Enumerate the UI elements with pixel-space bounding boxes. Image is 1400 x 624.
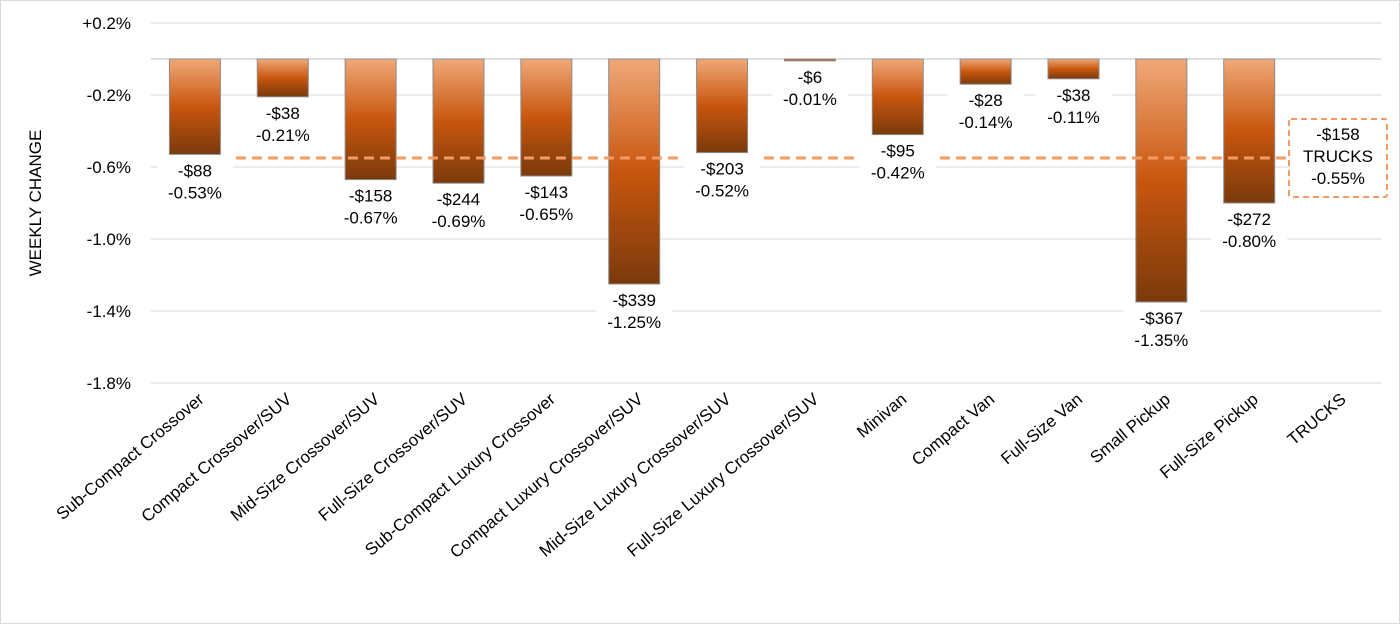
- data-label-background: [771, 62, 848, 109]
- data-label: -$367 -1.35%: [1123, 304, 1200, 350]
- y-axis-title: WEEKLY CHANGE: [26, 130, 45, 277]
- bar: [696, 58, 749, 154]
- data-label-percent: -0.69%: [432, 212, 486, 231]
- data-label-percent: -0.14%: [959, 113, 1013, 132]
- data-label: -$6 -0.01%: [771, 62, 848, 109]
- data-label-dollar: -$38: [266, 104, 300, 123]
- reference-label-name: TRUCKS: [1303, 147, 1373, 166]
- data-label: -$38 -0.11%: [1035, 80, 1112, 127]
- bar: [1135, 58, 1188, 303]
- data-label-percent: -0.21%: [256, 126, 310, 145]
- data-label-background: [596, 286, 673, 332]
- data-label-percent: -1.35%: [1134, 331, 1188, 350]
- y-tick-label: -1.0%: [87, 230, 131, 249]
- bar: [168, 58, 221, 155]
- y-tick-label: -0.6%: [87, 158, 131, 177]
- data-label-background: [947, 86, 1024, 133]
- data-label: -$339 -1.25%: [596, 286, 673, 332]
- data-label-dollar: -$272: [1227, 210, 1270, 229]
- data-label-percent: -0.53%: [168, 183, 222, 202]
- data-label-background: [332, 181, 409, 228]
- x-category-label: Small Pickup: [1086, 390, 1173, 468]
- bar: [432, 58, 485, 184]
- data-label-percent: -0.42%: [871, 164, 925, 183]
- data-label-percent: -0.52%: [695, 182, 749, 201]
- data-label-background: [508, 178, 585, 224]
- reference-label-percent: -0.55%: [1311, 169, 1365, 188]
- bar: [608, 58, 661, 285]
- x-category-label: Sub-Compact Luxury Crossover: [361, 389, 559, 559]
- data-label: -$88 -0.53%: [156, 156, 233, 203]
- data-label-dollar: -$6: [798, 68, 823, 87]
- data-label-background: [684, 154, 761, 201]
- bar: [1223, 58, 1276, 204]
- data-label-dollar: -$158: [349, 187, 392, 206]
- data-label-dollar: -$38: [1056, 86, 1090, 105]
- bar: [256, 58, 309, 98]
- x-category-label: Minivan: [853, 390, 910, 442]
- data-label: -$158 -0.67%: [332, 181, 409, 228]
- data-label-percent: -0.67%: [344, 209, 398, 228]
- data-label-percent: -1.25%: [607, 313, 661, 332]
- x-category-label: Compact Crossover/SUV: [138, 389, 296, 526]
- x-category-label: Full-Size Crossover/SUV: [315, 389, 472, 525]
- bar: [959, 58, 1012, 85]
- data-labels: -$88 -0.53% -$38 -0.21% -$158 -0.67% -$244 -0.6…: [156, 62, 1288, 350]
- data-label-background: [859, 136, 936, 183]
- y-axis-ticks: +0.2% -0.2% -0.6% -1.0% -1.4% -1.8%: [82, 14, 131, 393]
- x-category-label: TRUCKS: [1284, 390, 1350, 449]
- data-label-dollar: -$367: [1140, 309, 1183, 328]
- x-category-label: Full-Size Luxury Crossover/SUV: [624, 389, 823, 561]
- data-label-background: [1035, 80, 1112, 127]
- data-label-percent: -0.11%: [1047, 108, 1100, 127]
- bar: [1047, 58, 1100, 80]
- data-label-dollar: -$244: [437, 190, 480, 209]
- x-category-label: Mid-Size Crossover/SUV: [227, 389, 384, 525]
- data-label-dollar: -$88: [178, 161, 212, 180]
- bar: [783, 58, 836, 62]
- data-label-background: [244, 98, 321, 145]
- data-label-background: [420, 185, 497, 232]
- reference-label-box: [1288, 118, 1388, 198]
- data-label-background: [1211, 205, 1288, 251]
- data-label: -$203 -0.52%: [684, 154, 761, 201]
- y-tick-label: -0.2%: [87, 86, 131, 105]
- data-label-dollar: -$203: [700, 160, 743, 179]
- data-label: -$272 -0.80%: [1211, 205, 1288, 251]
- data-label-percent: -0.01%: [783, 90, 837, 109]
- x-category-label: Sub-Compact Crossover: [53, 389, 208, 523]
- y-tick-label: +0.2%: [82, 14, 131, 33]
- data-label-background: [156, 156, 233, 203]
- data-label: -$143 -0.65%: [508, 178, 585, 224]
- data-label-dollar: -$339: [612, 291, 655, 310]
- data-label-dollar: -$143: [525, 183, 568, 202]
- data-label: -$38 -0.21%: [244, 98, 321, 145]
- bar: [344, 58, 397, 181]
- data-label: -$28 -0.14%: [947, 86, 1024, 133]
- reference-label-dollar: -$158: [1316, 125, 1359, 144]
- data-label: -$244 -0.69%: [420, 185, 497, 232]
- data-label: -$95 -0.42%: [859, 136, 936, 183]
- data-label-percent: -0.65%: [519, 205, 573, 224]
- data-label-percent: -0.80%: [1222, 232, 1276, 251]
- y-tick-label: -1.8%: [87, 374, 131, 393]
- data-label-dollar: -$28: [969, 91, 1003, 110]
- data-label-background: [1123, 304, 1200, 350]
- bar: [871, 58, 924, 136]
- y-tick-label: -1.4%: [87, 302, 131, 321]
- x-category-label: Compact Van: [908, 390, 998, 470]
- x-category-label: Full-Size Van: [997, 390, 1086, 469]
- data-label-dollar: -$95: [881, 142, 915, 161]
